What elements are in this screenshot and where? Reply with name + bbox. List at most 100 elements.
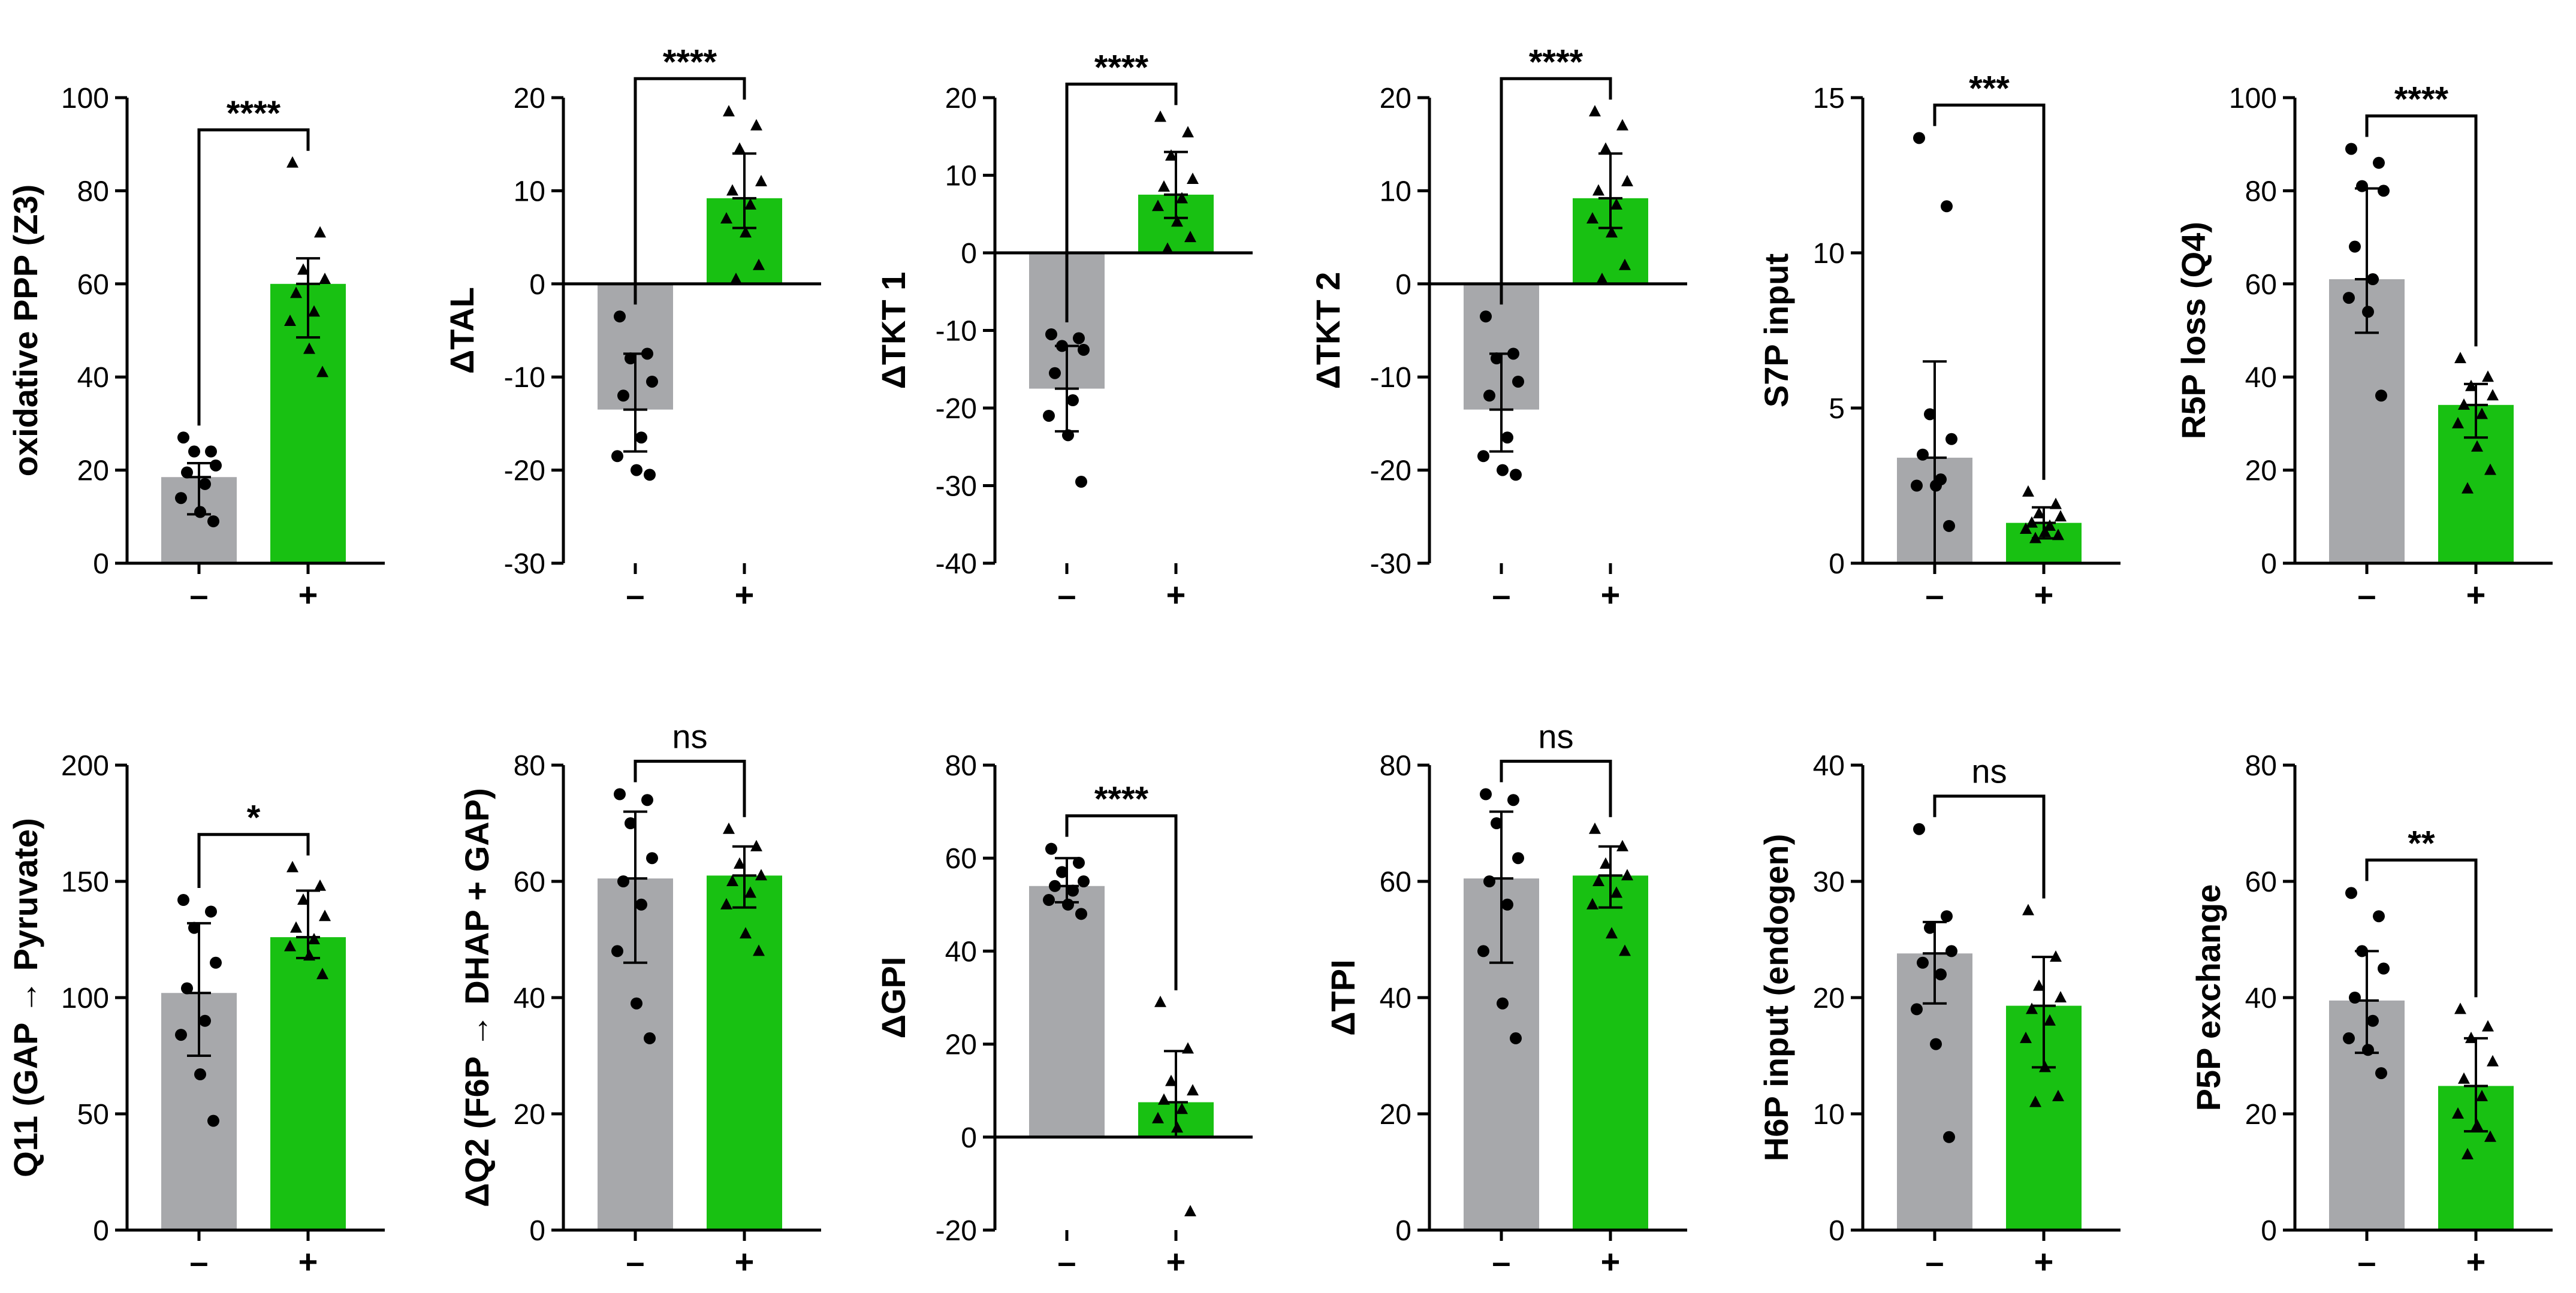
data-point	[617, 389, 629, 402]
y-tick-label: 0	[529, 269, 545, 301]
data-point	[1507, 348, 1519, 360]
data-point	[2356, 180, 2368, 192]
data-point	[308, 305, 320, 317]
data-point	[740, 927, 752, 939]
data-point	[1507, 794, 1519, 806]
data-point	[1610, 886, 1622, 898]
data-point	[2356, 945, 2368, 957]
data-point	[2052, 528, 2064, 540]
data-point	[1184, 1204, 1196, 1216]
panel-7: 0 50 100 150 200 Q11 (GAP → Pyruvate) – + *	[7, 750, 385, 1280]
data-point	[319, 910, 331, 922]
data-point	[2029, 1095, 2041, 1107]
data-point	[1600, 857, 1612, 869]
data-point	[316, 968, 328, 980]
data-point	[1501, 898, 1513, 911]
y-tick-label: 60	[77, 269, 109, 301]
x-category-label: –	[1492, 576, 1510, 614]
data-point	[297, 263, 309, 275]
y-tick-label: 100	[2229, 83, 2277, 114]
error-bar	[2464, 382, 2488, 439]
data-point	[2471, 440, 2483, 452]
y-tick-label: -10	[936, 316, 977, 348]
x-category-label: +	[298, 1243, 318, 1280]
x-category-label: +	[1166, 576, 1186, 614]
data-point	[646, 852, 658, 865]
data-point	[2349, 240, 2361, 253]
data-point	[175, 492, 187, 504]
data-point	[284, 314, 296, 326]
data-point	[644, 469, 656, 481]
y-tick-label: 20	[2245, 1099, 2277, 1131]
data-point	[1045, 842, 1057, 855]
data-point	[2362, 1044, 2374, 1056]
y-tick-label: 0	[961, 1122, 977, 1154]
data-point	[1182, 1042, 1194, 1054]
data-point	[2375, 389, 2387, 402]
significance-bracket: **	[2365, 824, 2478, 998]
x-category-label: –	[1925, 1243, 1944, 1280]
data-point	[2454, 1002, 2466, 1014]
x-category-label: –	[2357, 576, 2376, 614]
data-point	[297, 893, 309, 905]
significance-label: ****	[2394, 80, 2449, 119]
significance-bracket: ****	[197, 94, 310, 426]
data-point	[644, 1032, 656, 1044]
data-point	[2033, 507, 2045, 519]
data-point	[1596, 273, 1608, 285]
y-axis-label: P5P exchange	[2189, 884, 2227, 1111]
data-point	[740, 226, 752, 238]
data-point	[1935, 968, 1947, 981]
data-point	[1512, 375, 1524, 388]
data-point	[1619, 944, 1631, 956]
data-point	[2022, 485, 2034, 497]
y-tick-label: -20	[504, 455, 545, 487]
data-point	[2367, 1014, 2379, 1027]
y-tick-label: -20	[936, 393, 977, 425]
x-category-label: +	[2034, 576, 2054, 614]
data-point	[1078, 875, 1090, 887]
significance-label: ****	[227, 94, 281, 133]
data-point	[1049, 880, 1061, 892]
data-point	[181, 466, 193, 479]
data-point	[2482, 370, 2494, 382]
panel-11: 0 10 20 30 40 H6P input (endogen) – + ns	[1757, 750, 2120, 1280]
significance-bracket: ****	[1065, 780, 1178, 990]
y-tick-label: 20	[2245, 455, 2277, 487]
data-point	[2055, 510, 2067, 522]
data-point	[614, 310, 626, 323]
data-point	[1913, 132, 1925, 144]
data-point	[1592, 184, 1604, 196]
y-tick-label: 100	[61, 983, 109, 1014]
data-point	[1592, 875, 1604, 886]
data-point	[1497, 464, 1509, 476]
data-point	[2044, 1014, 2056, 1026]
data-point	[1073, 332, 1085, 345]
bar-treated	[1573, 875, 1648, 1230]
data-point	[303, 342, 315, 354]
data-point	[625, 817, 637, 829]
data-point	[1154, 995, 1166, 1007]
y-tick-label: 20	[945, 1029, 977, 1061]
data-point	[2026, 1002, 2038, 1014]
panel-2: -30 -20 -10 0 10 20 ΔTAL – + ****	[443, 43, 821, 614]
data-point	[194, 1068, 206, 1081]
x-category-label: +	[735, 576, 755, 614]
data-point	[1491, 817, 1503, 829]
data-point	[2476, 407, 2488, 419]
data-point	[2345, 887, 2357, 899]
data-point	[2471, 1119, 2483, 1131]
data-point	[730, 273, 742, 285]
data-point	[2020, 522, 2032, 534]
data-point	[1187, 172, 1199, 184]
data-point	[2487, 1055, 2499, 1067]
panel-9: -20 0 20 40 60 80 ΔGPI – + ****	[874, 750, 1253, 1280]
significance-bracket: ****	[634, 43, 746, 305]
data-point	[641, 794, 653, 806]
data-point	[188, 445, 200, 458]
x-category-label: +	[2466, 1243, 2486, 1280]
data-point	[1497, 997, 1509, 1010]
data-point	[2349, 992, 2361, 1004]
x-category-label: +	[2034, 1243, 2054, 1280]
data-point	[2458, 1072, 2470, 1084]
